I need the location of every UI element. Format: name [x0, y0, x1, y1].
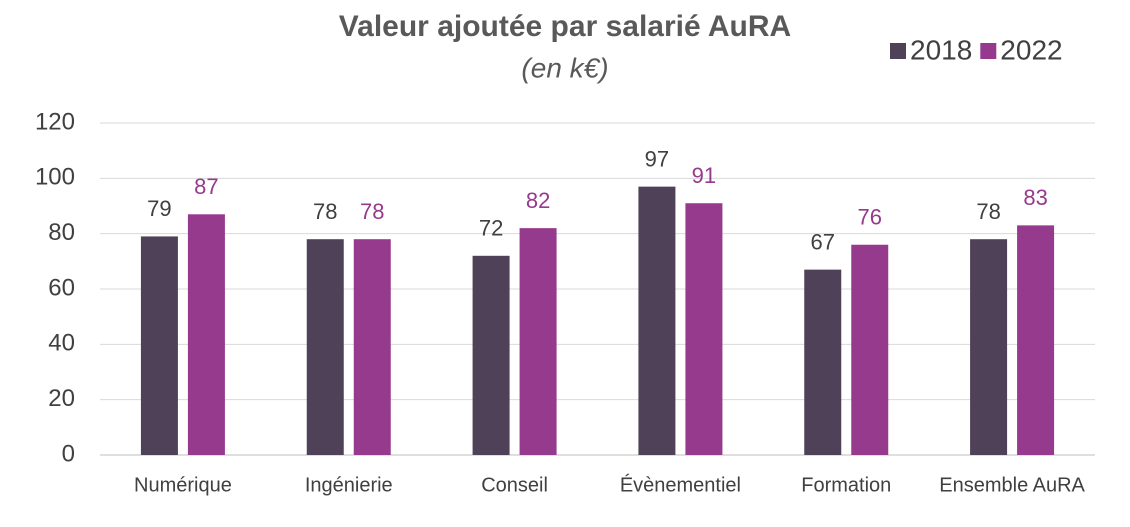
data-label: 79 [147, 196, 171, 221]
chart-subtitle: (en k€) [521, 52, 608, 83]
data-label: 87 [194, 174, 218, 199]
bar [638, 186, 676, 455]
x-tick-label: Ensemble AuRA [939, 474, 1085, 496]
bar [519, 228, 557, 455]
y-tick-label: 0 [62, 440, 75, 467]
y-tick-label: 100 [35, 164, 75, 191]
data-label: 76 [858, 205, 882, 230]
y-tick-label: 60 [48, 274, 75, 301]
bar [970, 239, 1008, 455]
legend-label: 2022 [1000, 34, 1062, 65]
bar [306, 239, 344, 455]
y-tick-label: 120 [35, 108, 75, 135]
bar [685, 203, 723, 455]
data-label: 67 [811, 229, 835, 254]
data-label: 72 [479, 216, 503, 241]
x-tick-label: Conseil [481, 474, 548, 496]
data-label: 97 [645, 146, 669, 171]
x-tick-label: Évènementiel [620, 473, 741, 496]
data-label: 82 [526, 188, 550, 213]
x-tick-label: Formation [801, 474, 891, 496]
legend-swatch [980, 43, 997, 59]
bar [472, 255, 510, 455]
x-tick-label: Numérique [134, 474, 232, 496]
legend-label: 2018 [910, 34, 972, 65]
y-tick-label: 20 [48, 385, 75, 412]
data-label: 78 [976, 199, 1000, 224]
data-label: 78 [360, 199, 384, 224]
x-tick-label: Ingénierie [305, 474, 393, 496]
data-label: 78 [313, 199, 337, 224]
y-tick-label: 80 [48, 219, 75, 246]
bar [140, 236, 178, 455]
data-label: 83 [1023, 185, 1047, 210]
y-tick-label: 40 [48, 330, 75, 357]
bar [353, 239, 391, 455]
legend-swatch [890, 43, 906, 59]
data-label: 91 [692, 163, 716, 188]
bar [851, 244, 889, 455]
bar [804, 269, 842, 455]
chart-title: Valeur ajoutée par salarié AuRA [339, 10, 791, 43]
bar [1017, 225, 1055, 455]
bar [187, 214, 225, 455]
